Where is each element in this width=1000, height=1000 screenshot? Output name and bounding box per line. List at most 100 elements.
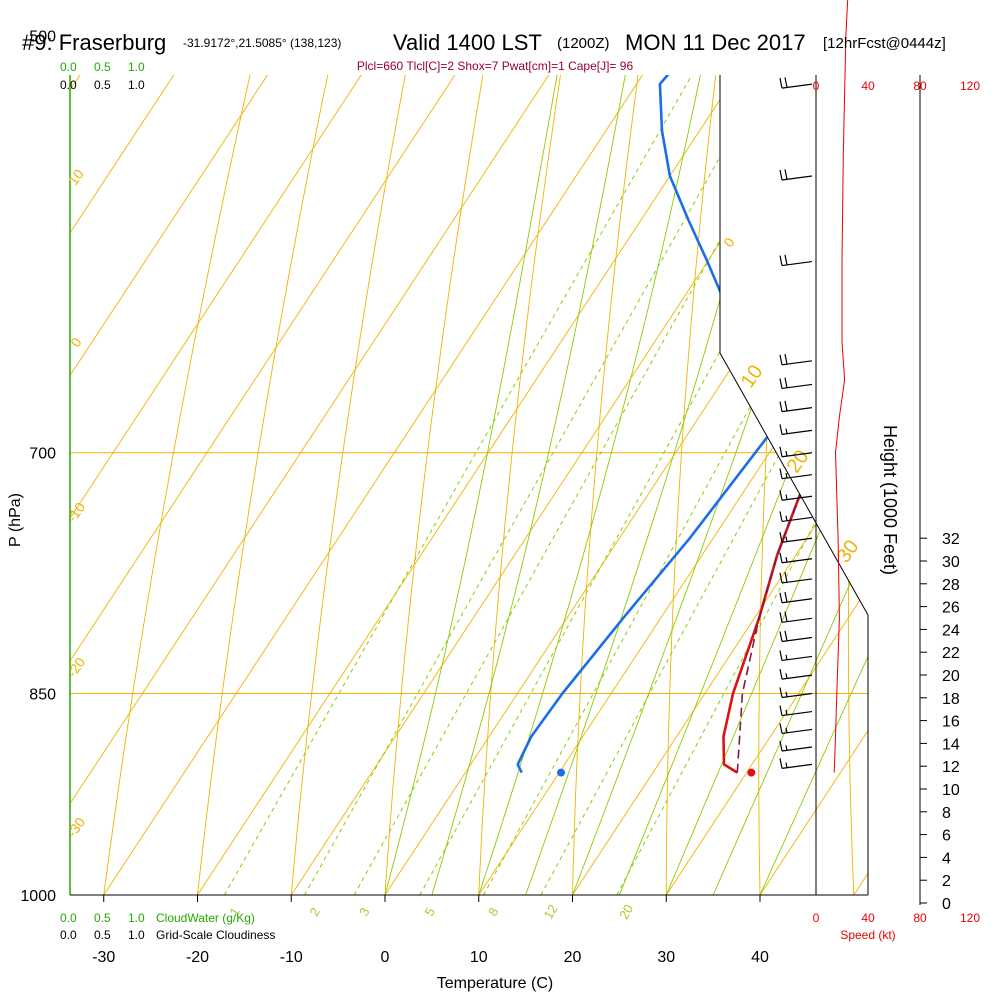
x-tick-label: 20 bbox=[564, 949, 582, 966]
mixing-ratio-line bbox=[304, 75, 868, 895]
wind-barb-feather bbox=[779, 592, 783, 603]
plot-right-edge bbox=[719, 75, 869, 895]
isotherm-label: -10 bbox=[64, 499, 89, 525]
dry-adiabat bbox=[290, 75, 615, 895]
wind-barb bbox=[779, 740, 813, 752]
y-tick-label: 700 bbox=[29, 446, 56, 463]
wind-barb-shaft bbox=[781, 360, 813, 366]
height-tick-label: 14 bbox=[942, 736, 960, 753]
wind-barb bbox=[779, 650, 813, 662]
wind-barb-shaft bbox=[781, 175, 813, 181]
height-tick-label: 4 bbox=[942, 850, 951, 867]
moist-adiabat bbox=[384, 75, 751, 895]
speed-tick-top-3: 120 bbox=[960, 79, 980, 93]
dry-adiabat bbox=[197, 75, 552, 895]
surface-temperature-marker bbox=[747, 768, 756, 777]
wind-barb-feather bbox=[784, 254, 788, 265]
wind-barb-shaft bbox=[781, 617, 813, 623]
speed-tick-bottom-0: 0 bbox=[813, 911, 820, 925]
moist-adiabat bbox=[431, 75, 811, 895]
speed-tick-bottom-1: 40 bbox=[861, 911, 875, 925]
wind-barb bbox=[779, 400, 813, 413]
wind-barb bbox=[779, 630, 813, 643]
wind-barb bbox=[779, 511, 813, 523]
wind-barb-feather bbox=[779, 687, 783, 698]
wind-barb-feather bbox=[779, 424, 783, 435]
wind-barb-feather bbox=[779, 354, 783, 365]
x-axis-title: Temperature (C) bbox=[437, 975, 553, 992]
stability-indices: Plcl=660 Tlcl[C]=2 Shox=7 Pwat[cm]=1 Cap… bbox=[357, 59, 634, 73]
wind-barb-feather bbox=[779, 255, 783, 266]
isotherm bbox=[478, 75, 868, 895]
x-tick-label: -20 bbox=[186, 949, 209, 966]
station-coords: -31.9172°,21.5085° (138,123) bbox=[183, 36, 341, 50]
wind-barb-half-feather bbox=[785, 654, 788, 660]
cloudwater-tick-1: 0.5 bbox=[94, 60, 111, 74]
wind-barb-feather bbox=[779, 758, 783, 769]
isotherm bbox=[70, 75, 672, 895]
y-tick-label: 850 bbox=[29, 686, 56, 703]
mixing-ratio-line bbox=[353, 75, 868, 895]
forecast-info: [12hrFcst@0444z] bbox=[823, 35, 946, 52]
wind-barb bbox=[779, 668, 813, 680]
wind-barb-shaft bbox=[781, 710, 813, 717]
x-tick-label: 0 bbox=[381, 949, 390, 966]
cloudiness-tick-0-bottom: 0.0 bbox=[60, 928, 77, 942]
height-tick-label: 12 bbox=[942, 759, 960, 776]
dry-adiabat bbox=[478, 75, 741, 895]
wind-barb-shaft bbox=[781, 578, 813, 584]
wind-barb bbox=[779, 723, 813, 735]
height-tick-label: 2 bbox=[942, 873, 951, 890]
wind-barb-feather bbox=[779, 78, 783, 89]
y-axis-title: P (hPa) bbox=[7, 493, 24, 547]
wind-barb-half-feather bbox=[785, 727, 788, 733]
wind-barb-half-feather bbox=[785, 673, 788, 679]
wind-barb-shaft bbox=[781, 260, 813, 267]
speed-tick-top-0: 0 bbox=[813, 79, 820, 93]
cloudwater-tick-0: 0.0 bbox=[60, 60, 77, 74]
x-tick-label: 40 bbox=[751, 949, 769, 966]
wind-barb bbox=[779, 572, 813, 584]
isotherm bbox=[665, 75, 868, 895]
y-tick-label: 1000 bbox=[20, 888, 56, 905]
mixing-ratio-label: 3 bbox=[356, 905, 373, 919]
x-tick-label: 30 bbox=[657, 949, 675, 966]
wind-barb-half-feather bbox=[785, 556, 788, 563]
height-tick-label: 10 bbox=[942, 782, 960, 799]
y-tick-label: 500 bbox=[29, 28, 56, 45]
wind-barb-half-feather bbox=[785, 762, 788, 768]
mixing-ratio-line bbox=[483, 75, 868, 895]
wind-barb bbox=[779, 490, 813, 501]
wind-barb-feather bbox=[779, 612, 783, 623]
wind-barb-feather bbox=[779, 401, 783, 412]
wind-barb bbox=[779, 424, 813, 435]
surface-dewpoint-marker bbox=[557, 768, 566, 777]
wind-barb-half-feather bbox=[785, 515, 788, 521]
mixing-ratio-label: 8 bbox=[485, 905, 502, 919]
x-tick-label: 10 bbox=[470, 949, 488, 966]
dry-adiabat bbox=[103, 75, 489, 895]
wind-barb bbox=[779, 446, 813, 458]
wind-barb-feather bbox=[779, 572, 783, 584]
wind-barb-shaft bbox=[781, 692, 813, 699]
dry-adiabat bbox=[665, 75, 867, 895]
height-tick-label: 26 bbox=[942, 600, 960, 617]
isotherm bbox=[70, 75, 868, 895]
isotherm bbox=[70, 75, 578, 895]
wind-barb-feather bbox=[779, 552, 783, 563]
wind-barb-feather bbox=[779, 169, 783, 181]
wind-barb bbox=[779, 254, 813, 267]
wind-barb-half-feather bbox=[785, 494, 788, 500]
wind-barb-shaft bbox=[781, 636, 813, 643]
height-tick-label: 16 bbox=[942, 714, 960, 731]
wind-barb bbox=[779, 354, 813, 366]
dry-adiabat bbox=[384, 75, 678, 895]
wind-barb-feather bbox=[784, 354, 788, 365]
cloudiness-title: Grid-Scale Cloudiness bbox=[156, 928, 275, 942]
wind-barb-shaft bbox=[781, 474, 813, 480]
wind-barb-shaft bbox=[781, 83, 813, 89]
wind-barb bbox=[779, 611, 813, 623]
height-tick-label: 18 bbox=[942, 691, 960, 708]
height-tick-label: 22 bbox=[942, 645, 960, 662]
